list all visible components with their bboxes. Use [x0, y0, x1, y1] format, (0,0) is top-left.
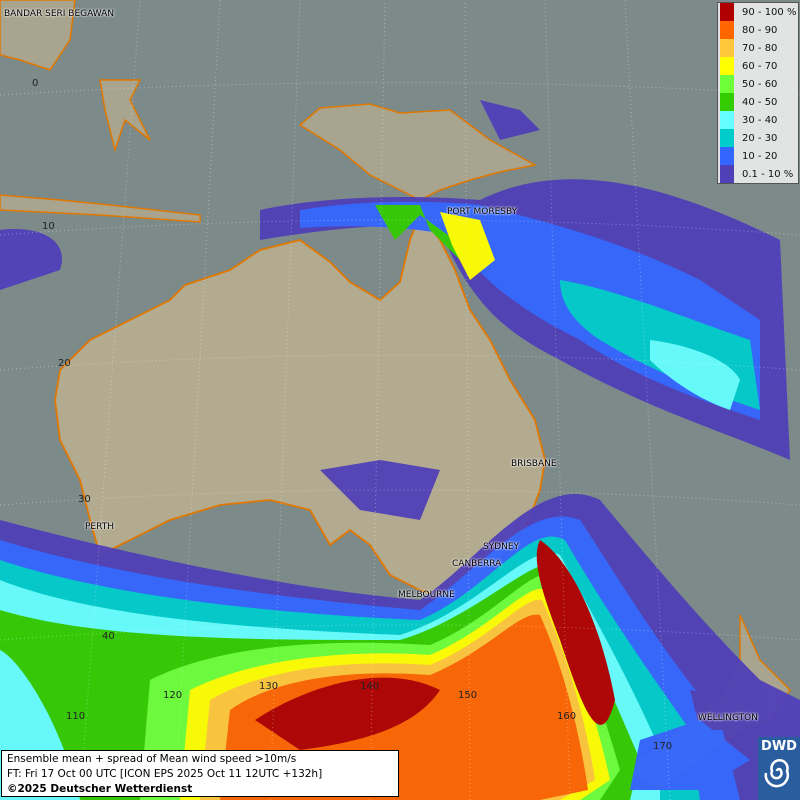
- city-label-port-moresby: PORT MORESBY: [447, 207, 518, 217]
- lat-label: 0: [32, 78, 39, 89]
- city-label-sydney: SYDNEY: [483, 542, 520, 552]
- legend-label: 40 - 50: [742, 96, 778, 108]
- legend-swatch: [720, 165, 734, 183]
- legend-item: 50 - 60: [718, 75, 798, 93]
- lat-label: 40: [102, 631, 115, 642]
- lon-label: 160: [557, 711, 577, 722]
- new-guinea-land: [298, 103, 538, 201]
- legend-swatch: [720, 129, 734, 147]
- legend-label: 70 - 80: [742, 42, 778, 54]
- city-label-canberra: CANBERRA: [452, 559, 502, 569]
- lon-label: 140: [360, 681, 380, 692]
- legend-label: 50 - 60: [742, 78, 778, 90]
- lat-label: 10: [42, 221, 55, 232]
- lat-label: 20: [58, 358, 71, 369]
- legend-item: 60 - 70: [718, 57, 798, 75]
- legend-label: 60 - 70: [742, 60, 778, 72]
- city-label-wellington: WELLINGTON: [698, 713, 758, 723]
- dwd-logo: DWD: [758, 737, 800, 800]
- legend-label: 90 - 100 %: [742, 6, 797, 18]
- legend-swatch: [720, 3, 734, 21]
- borneo-land: [0, 0, 76, 71]
- city-label-melbourne: MELBOURNE: [398, 590, 455, 600]
- legend-label: 80 - 90: [742, 24, 778, 36]
- legend-swatch: [720, 39, 734, 57]
- product-title: Ensemble mean + spread of Mean wind spee…: [7, 753, 297, 765]
- legend-swatch: [720, 93, 734, 111]
- lon-label: 130: [259, 681, 279, 692]
- legend-item: 10 - 20: [718, 147, 798, 165]
- legend-swatch: [720, 147, 734, 165]
- legend-item: 0.1 - 10 %: [718, 165, 798, 183]
- legend-item: 20 - 30: [718, 129, 798, 147]
- legend-item: 90 - 100 %: [718, 3, 798, 21]
- legend-item: 40 - 50: [718, 93, 798, 111]
- forecast-time: FT: Fri 17 Oct 00 UTC [ICON EPS 2025 Oct…: [7, 768, 323, 780]
- city-label-brisbane: BRISBANE: [511, 459, 557, 469]
- legend-label: 0.1 - 10 %: [742, 168, 794, 180]
- spiral-icon: [764, 758, 789, 788]
- legend-label: 20 - 30: [742, 132, 778, 144]
- copyright: ©2025 Deutscher Wetterdienst: [7, 783, 193, 795]
- legend-item: 70 - 80: [718, 39, 798, 57]
- legend-swatch: [720, 21, 734, 39]
- lat-label: 30: [78, 494, 91, 505]
- legend-label: 30 - 40: [742, 114, 778, 126]
- lon-label: 150: [458, 690, 478, 701]
- info-box: Ensemble mean + spread of Mean wind spee…: [1, 750, 399, 797]
- legend-item: 80 - 90: [718, 21, 798, 39]
- lon-label: 120: [163, 690, 183, 701]
- lon-label: 110: [66, 711, 86, 722]
- legend-swatch: [720, 57, 734, 75]
- logo-text: DWD: [761, 739, 797, 754]
- legend-swatch: [720, 75, 734, 93]
- city-label-bandar-seri-begawan: BANDAR SERI BEGAWAN: [4, 9, 115, 19]
- sulawesi-land: [99, 79, 151, 153]
- city-label-perth: PERTH: [85, 522, 114, 532]
- legend-swatch: [720, 111, 734, 129]
- legend-item: 30 - 40: [718, 111, 798, 129]
- legend-label: 10 - 20: [742, 150, 778, 162]
- java-islands: [0, 194, 201, 223]
- legend: 90 - 100 % 80 - 90 70 - 80 60 - 70 50 - …: [717, 2, 799, 184]
- probability-field: [0, 100, 800, 800]
- lon-label: 170: [653, 741, 673, 752]
